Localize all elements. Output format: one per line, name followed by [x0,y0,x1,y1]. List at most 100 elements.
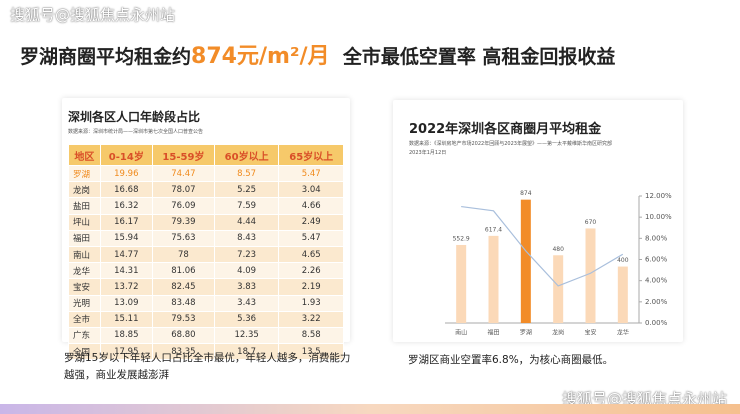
table-cell: 4.44 [213,213,280,231]
table-cell: 17.95 [99,343,153,361]
y2-tick-label: 2.00% [645,298,668,306]
column-header: 0-14岁 [99,144,153,166]
table-cell: 13.72 [99,278,153,296]
table-cell: 8.58 [278,326,344,345]
table-cell: 16.17 [99,213,153,231]
table-cell: 79.53 [151,310,215,328]
page-title: 罗湖商圈平均租金约874元/m²/月 全市最低空置率 高租金回报收益 [20,38,615,70]
table-cell: 4.66 [278,197,344,215]
table-row: 全市 15.11 79.53 5.36 3.22 [68,310,344,328]
data-label: 480 [552,246,564,253]
table-cell: 龙华 [68,262,101,280]
bar [488,235,499,323]
table-title: 深圳各区人口年龄段占比 [68,110,201,124]
table-row: 广东 18.85 68.80 12.35 8.58 [68,326,344,345]
table-cell: 83.48 [151,294,215,312]
table-cell: 宝安 [68,278,101,296]
source: 数据来源：《深圳房地产市场2022年回顾与2023年展望》——第一太平戴维斯华南… [409,141,612,147]
table-row: 宝安 13.72 82.45 3.83 2.19 [68,278,344,296]
table-cell: 12.35 [213,326,280,345]
header-row: 地区 0-14岁 15-59岁 60岁以上 65岁以上 [68,144,344,166]
line [461,205,624,287]
x-tick-label: 龙华 [617,329,629,337]
table-cell: 15.94 [99,229,153,247]
table-cell: 3.83 [213,278,280,296]
table-cell: 7.59 [213,197,280,215]
table-cell: 83.35 [151,343,215,361]
table-cell: 盐田 [68,197,101,215]
y2-tick-label: 4.00% [645,277,668,285]
table-cell: 81.06 [151,262,215,280]
date: 2023年1月12日 [409,150,447,156]
data-label: 670 [585,219,597,226]
table-row: 坪山 16.17 79.39 4.44 2.49 [68,213,344,231]
y2-tick-label: 12.00% [645,192,672,200]
table-cell: 75.63 [151,229,215,247]
table-cell: 罗湖 [68,164,101,183]
table-cell: 5.47 [278,229,344,247]
table-cell: 全国 [68,343,101,361]
bar [617,266,628,323]
table-cell: 南山 [68,245,101,264]
table-cell: 2.26 [278,262,344,280]
table-row: 龙华 14.31 81.06 4.09 2.26 [68,262,344,280]
table-cell: 78 [151,245,215,264]
table-cell: 18.7 [213,343,280,361]
x-tick-label: 宝安 [584,329,596,337]
chart-title: 2022年深圳各区商圈月平均租金 [409,122,602,137]
table-cell: 79.39 [151,213,215,231]
table-cell: 16.32 [99,197,153,215]
table-cell: 78.07 [151,181,215,199]
column-header: 地区 [68,144,101,166]
bar [585,228,596,323]
table-cell: 全市 [68,310,101,328]
x-tick-label: 龙岗 [552,329,564,337]
watermark: 搜狐号@搜狐焦点永州站 [10,6,176,24]
column-header: 60岁以上 [213,144,280,166]
table-cell: 坪山 [68,213,101,231]
table-row: 南山 14.77 78 7.23 4.65 [68,245,344,264]
chart: 0.00% 2.00% 4.00% 6.00% 8.00% 10.00% 12.00% 552… [445,190,672,337]
source: 数据来源：深圳市统计局——深圳市第七次全国人口普查公告 [68,129,204,135]
table-cell: 龙岗 [68,181,101,199]
decor-bar [0,404,740,414]
y2-tick-label: 0.00% [645,319,668,327]
caption: 罗湖区商业空置率6.8%，为核心商圈最低。 [408,354,614,366]
column-header: 15-59岁 [151,144,215,166]
watermark: 搜狐号@搜狐焦点永州站 [562,390,728,408]
table-cell: 5.47 [278,164,344,183]
table-cell: 5.36 [213,310,280,328]
title-text: 全市最低空置率 高租金回报收益 [342,46,616,68]
table-row: 光明 13.09 83.48 3.43 1.93 [68,294,344,312]
y2-tick-label: 8.00% [645,234,668,242]
x-tick-label: 罗湖 [520,329,532,337]
table-cell: 8.43 [213,229,280,247]
table-cell: 2.49 [278,213,344,231]
data-label: 617.4 [485,226,502,233]
table-cell: 3.04 [278,181,344,199]
table-row: 盐田 16.32 76.09 7.59 4.66 [68,197,344,215]
table-cell: 5.25 [213,181,280,199]
table-cell: 3.22 [278,310,344,328]
title-highlight: 874元/m²/月 [191,44,330,69]
table-cell: 13.09 [99,294,153,312]
data-label: 400 [617,257,629,264]
x-tick-label: 福田 [487,329,499,337]
bar [520,199,531,323]
bar [456,244,467,323]
table-cell: 76.09 [151,197,215,215]
table: 地区 0-14岁 15-59岁 60岁以上 65岁以上 罗湖 19.96 74.47 8.57 5… [68,144,344,361]
title-text: 罗湖商圈平均租金约 [20,46,192,68]
table-cell: 19.96 [99,164,153,183]
table-cell: 74.47 [151,164,215,183]
data-label: 552.9 [453,235,470,242]
table-cell: 7.23 [213,245,280,264]
table-cell: 8.57 [213,164,280,183]
column-header: 65岁以上 [278,144,344,166]
bar [553,255,564,323]
table-card: 深圳各区人口年龄段占比 数据来源：深圳市统计局——深圳市第七次全国人口普查公告 … [62,98,350,361]
table-cell: 16.68 [99,181,153,199]
table-row: 全国 17.95 83.35 18.7 13.5 [68,343,344,361]
table-cell: 18.85 [99,326,153,345]
